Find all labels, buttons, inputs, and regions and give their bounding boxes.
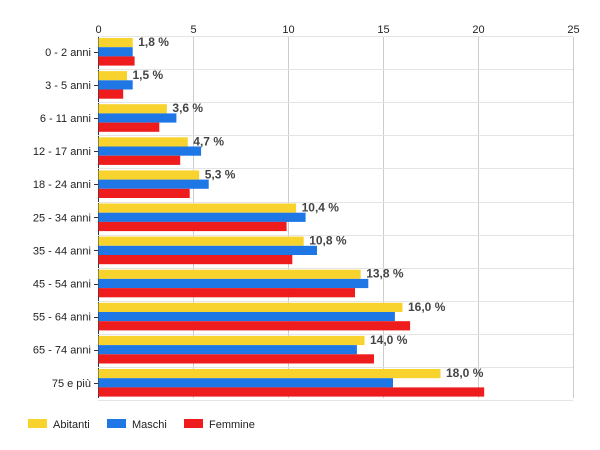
bar-abitanti [98, 38, 133, 48]
bar-maschi [98, 378, 393, 388]
legend-swatch [107, 419, 126, 428]
category-label: 12 - 17 anni [33, 146, 91, 158]
gridlines [98, 36, 574, 401]
bar-femmine [98, 255, 293, 265]
data-label: 3,6 % [172, 101, 203, 115]
bar-femmine [98, 387, 485, 397]
bar-maschi [98, 146, 202, 156]
data-label: 1,5 % [133, 68, 164, 82]
data-label: 5,3 % [205, 167, 236, 181]
legend-swatch [184, 419, 203, 428]
bar-abitanti [98, 137, 188, 147]
x-tick-label: 25 [567, 24, 579, 36]
bar-maschi [98, 47, 133, 57]
bar-abitanti [98, 170, 200, 180]
bar-abitanti [98, 71, 127, 81]
data-label: 14,0 % [370, 333, 408, 347]
bar-abitanti [98, 302, 403, 312]
legend: Abitanti Maschi Femmine [28, 419, 255, 431]
bar-abitanti [98, 104, 167, 114]
x-tick-label: 0 [95, 24, 101, 36]
x-tick-label: 20 [472, 24, 484, 36]
legend-label: Abitanti [53, 419, 90, 431]
legend-swatch [28, 419, 47, 428]
bar-abitanti [98, 369, 441, 379]
bar-maschi [98, 245, 317, 255]
bar-maschi [98, 345, 357, 355]
bar-abitanti [98, 203, 297, 213]
bar-femmine [98, 321, 411, 331]
x-tick-label: 15 [377, 24, 389, 36]
bar-maschi [98, 80, 133, 90]
bar-abitanti [98, 269, 361, 279]
category-label: 0 - 2 anni [45, 47, 91, 59]
category-label: 25 - 34 anni [33, 212, 91, 224]
legend-label: Maschi [132, 419, 167, 431]
data-label: 10,4 % [302, 201, 340, 215]
bar-femmine [98, 288, 355, 298]
data-label: 10,8 % [309, 234, 347, 248]
legend-label: Femmine [209, 419, 255, 431]
bar-abitanti [98, 335, 365, 346]
y-axis-categories: 0 - 2 anni 3 - 5 anni 6 - 11 anni 12 - 17 a… [33, 47, 98, 390]
bar-femmine [98, 56, 135, 66]
category-label: 35 - 44 anni [33, 245, 91, 257]
bar-maschi [98, 179, 209, 189]
bar-femmine [98, 122, 160, 132]
category-label: 3 - 5 anni [45, 80, 91, 92]
category-label: 65 - 74 anni [33, 345, 91, 357]
bar-maschi [98, 312, 395, 322]
x-axis-ticks: 0 5 10 15 20 25 [95, 24, 579, 36]
bar-femmine [98, 89, 124, 99]
data-labels: 1,8 % 1,5 % 3,6 % 4,7 % 5,3 % 10,4 % 10,8 % 13,… [133, 35, 484, 380]
bar-abitanti [98, 236, 304, 246]
data-label: 4,7 % [193, 134, 224, 148]
x-tick-label: 10 [282, 24, 294, 36]
bar-maschi [98, 278, 369, 289]
category-label: 18 - 24 anni [33, 179, 91, 191]
data-label: 16,0 % [408, 300, 446, 314]
data-label: 13,8 % [366, 267, 404, 281]
bar-maschi [98, 212, 306, 222]
category-label: 45 - 54 anni [33, 279, 91, 291]
bar-marks [98, 38, 485, 397]
bar-femmine [98, 155, 181, 165]
bar-femmine [98, 221, 287, 232]
category-label: 6 - 11 anni [40, 113, 91, 125]
category-label: 55 - 64 anni [33, 312, 91, 324]
bar-maschi [98, 113, 177, 123]
data-label: 1,8 % [138, 35, 169, 49]
x-tick-label: 5 [190, 24, 196, 36]
data-label: 18,0 % [446, 366, 484, 380]
category-label: 75 e più [52, 378, 91, 390]
bar-femmine [98, 354, 374, 364]
bar-femmine [98, 188, 190, 198]
